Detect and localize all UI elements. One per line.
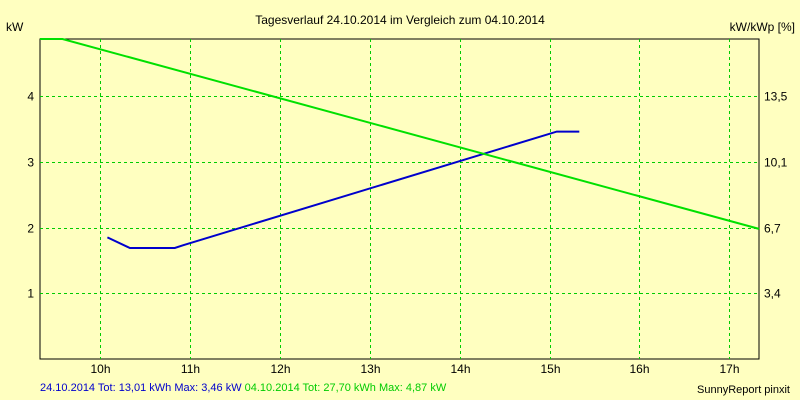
x-tick-label: 15h	[540, 362, 560, 376]
legend-series-1: 24.10.2014 Tot: 13,01 kWh Max: 3,46 kW	[40, 382, 242, 394]
x-tick-label: 17h	[719, 362, 739, 376]
grid	[40, 39, 759, 359]
credit-text: SunnyReport pinxit	[697, 384, 790, 396]
y-tick-label-right: 3,4	[764, 287, 781, 301]
series-lines	[40, 38, 760, 249]
y-tick-label-right: 6,7	[764, 222, 781, 236]
chart-title: Tagesverlauf 24.10.2014 im Vergleich zum…	[255, 13, 545, 27]
y-tick-label-left: 3	[27, 156, 34, 170]
y-tick-label-right: 10,1	[764, 156, 788, 170]
series-line-1	[106, 130, 580, 249]
x-tick-label: 13h	[360, 362, 380, 376]
tick-labels: 10h 11h 12h 13h 14h 15h 16h 17h 1 2 3 4 3,4 6,7 10,1 13…	[27, 90, 787, 377]
chart-footer: 24.10.2014 Tot: 13,01 kWh Max: 3,46 kW 0…	[40, 382, 446, 394]
legend-series-2: 04.10.2014 Tot: 27,70 kWh Max: 4,87 kW	[244, 382, 447, 394]
y-tick-label-left: 4	[27, 90, 34, 104]
x-tick-label: 12h	[270, 362, 290, 376]
y-axis-label-right: kW/kWp [%]	[730, 20, 795, 34]
y-tick-label-right: 13,5	[764, 90, 788, 104]
y-axis-label-left: kW	[6, 20, 24, 34]
x-tick-label: 10h	[90, 362, 110, 376]
y-tick-label-left: 2	[27, 222, 34, 236]
y-tick-label-left: 1	[27, 287, 34, 301]
x-tick-label: 11h	[181, 362, 200, 376]
x-tick-label: 14h	[450, 362, 470, 376]
plot-area	[39, 38, 760, 360]
x-tick-label: 16h	[629, 362, 649, 376]
series-line-2	[40, 38, 760, 230]
